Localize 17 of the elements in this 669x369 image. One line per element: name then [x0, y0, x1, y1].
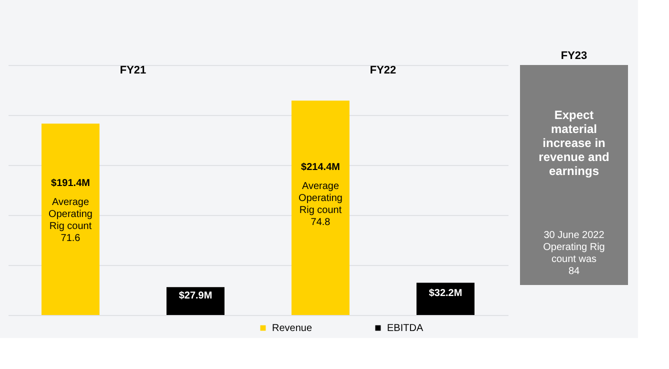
data-label: $32.2M [428, 288, 462, 299]
data-label: $27.9M [178, 290, 212, 302]
data-label: $214.4M [301, 162, 340, 174]
text: FY23 [560, 50, 588, 62]
x-tick-label: FY22 [370, 64, 396, 76]
text: 30 June 2022 Operating Rig count was 84 [543, 230, 605, 277]
x-tick-label: FY21 [120, 64, 146, 76]
text: Expect material increase in revenue and earnings [538, 108, 610, 178]
data-label: $191.4M [51, 178, 90, 189]
bar [166, 287, 224, 315]
annotation: Average Operating Rig count 71.6 [48, 196, 92, 244]
bar [42, 124, 100, 315]
legend-label: EBITDA [387, 323, 424, 334]
bar [292, 100, 350, 315]
bar [416, 282, 474, 315]
annotation: Average Operating Rig count 74.8 [298, 181, 342, 228]
legend-label: Revenue [272, 323, 312, 334]
